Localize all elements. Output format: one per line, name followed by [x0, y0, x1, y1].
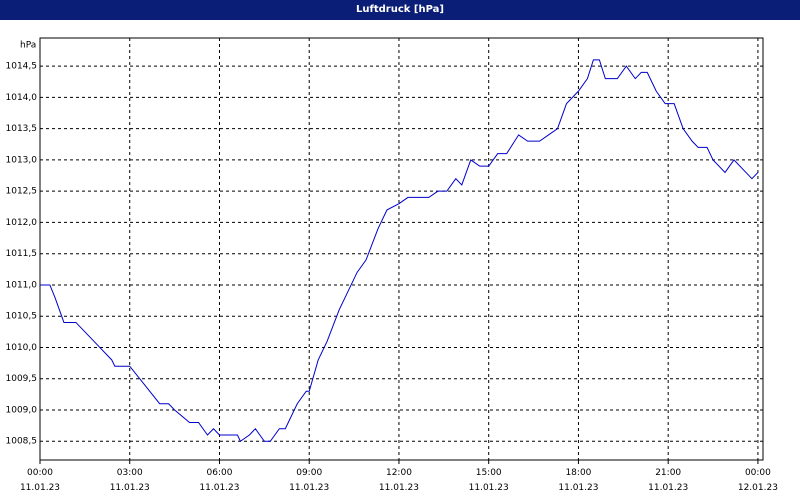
y-tick-label: 1008,5 — [6, 437, 38, 447]
x-tick-label: 18:00 11.01.23 — [558, 468, 599, 493]
y-tick-label: 1014,5 — [6, 62, 38, 72]
x-tick-label: 15:00 11.01.23 — [468, 468, 509, 493]
y-tick-label: 1013,0 — [6, 155, 38, 165]
x-tick-label: 00:00 11.01.23 — [19, 468, 61, 493]
x-tick-label: 09:00 11.01.23 — [289, 468, 330, 493]
data-line — [40, 59, 759, 442]
y-tick-label: 1013,5 — [6, 124, 38, 134]
y-tick-label: 1009,5 — [6, 374, 38, 384]
x-tick-label: 00:00 12.01.23 — [737, 468, 778, 493]
y-tick-label: 1009,0 — [6, 405, 38, 415]
y-tick-label: 1012,0 — [6, 218, 38, 228]
x-tick-label: 03:00 11.01.23 — [109, 468, 150, 493]
y-tick-label: 1010,5 — [6, 312, 38, 322]
y-tick-label: 1014,0 — [6, 93, 38, 103]
y-tick-label: 1011,5 — [6, 249, 38, 259]
y-tick-label: 1011,0 — [6, 280, 38, 290]
y-axis-label: hPa — [20, 41, 36, 51]
x-tick-label: 12:00 11.01.23 — [378, 468, 419, 493]
y-tick-label: 1010,0 — [6, 343, 38, 353]
x-tick-label: 06:00 11.01.23 — [199, 468, 240, 493]
chart-title: Luftdruck [hPa] — [0, 0, 800, 20]
y-tick-label: 1012,5 — [6, 187, 38, 197]
x-tick-label: 21:00 11.01.23 — [648, 468, 689, 493]
plot-area — [39, 37, 764, 461]
